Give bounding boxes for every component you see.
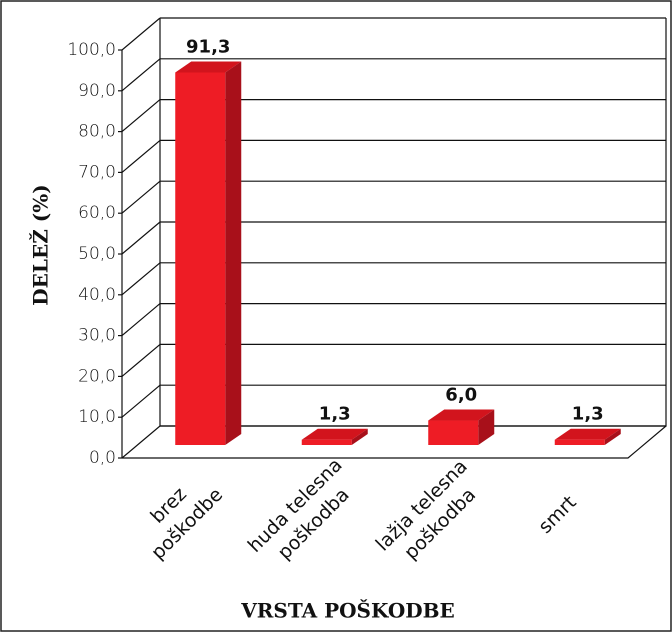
grid-line — [121, 262, 161, 296]
bar-top — [554, 428, 621, 440]
y-tick-label: 70,0 — [78, 162, 116, 182]
bar — [301, 439, 352, 445]
bar — [428, 420, 479, 445]
grid-line — [121, 303, 161, 337]
y-tick-label: 20,0 — [78, 366, 116, 386]
data-label: 91,3 — [186, 36, 230, 57]
y-tick-label: 30,0 — [78, 326, 116, 346]
grid-line — [121, 17, 161, 51]
grid-line — [121, 99, 161, 133]
y-tick-label: 40,0 — [78, 285, 116, 305]
bar — [554, 439, 605, 445]
y-tick-label: 80,0 — [78, 122, 116, 142]
y-axis-title: DELEŽ (%) — [29, 184, 53, 305]
grid-line — [121, 384, 161, 418]
bar-top — [175, 61, 242, 73]
y-tick-label: 60,0 — [78, 203, 116, 223]
grid-line — [121, 139, 161, 173]
y-tick-label: 50,0 — [78, 244, 116, 264]
y-tick-label: 0,0 — [89, 448, 116, 468]
data-label: 1,3 — [319, 404, 351, 425]
grid-line — [121, 58, 161, 92]
grid-line — [121, 221, 161, 255]
x-axis-title: VRSTA POŠKODBE — [240, 598, 455, 623]
grid-line — [121, 180, 161, 214]
data-label: 1,3 — [572, 404, 604, 425]
grid-line — [121, 425, 161, 459]
bar-side — [225, 61, 242, 445]
data-label: 6,0 — [445, 385, 477, 406]
bar-top — [428, 409, 495, 421]
bar-side — [351, 428, 368, 445]
grid-line — [121, 343, 161, 377]
floor — [122, 425, 667, 459]
bar — [175, 72, 226, 445]
y-tick-label: 90,0 — [78, 81, 116, 101]
y-tick-label: 100,0 — [67, 40, 116, 60]
bar-top — [301, 428, 368, 440]
bar-side — [604, 428, 621, 445]
bar-side — [478, 409, 495, 445]
y-tick-label: 10,0 — [78, 407, 116, 427]
